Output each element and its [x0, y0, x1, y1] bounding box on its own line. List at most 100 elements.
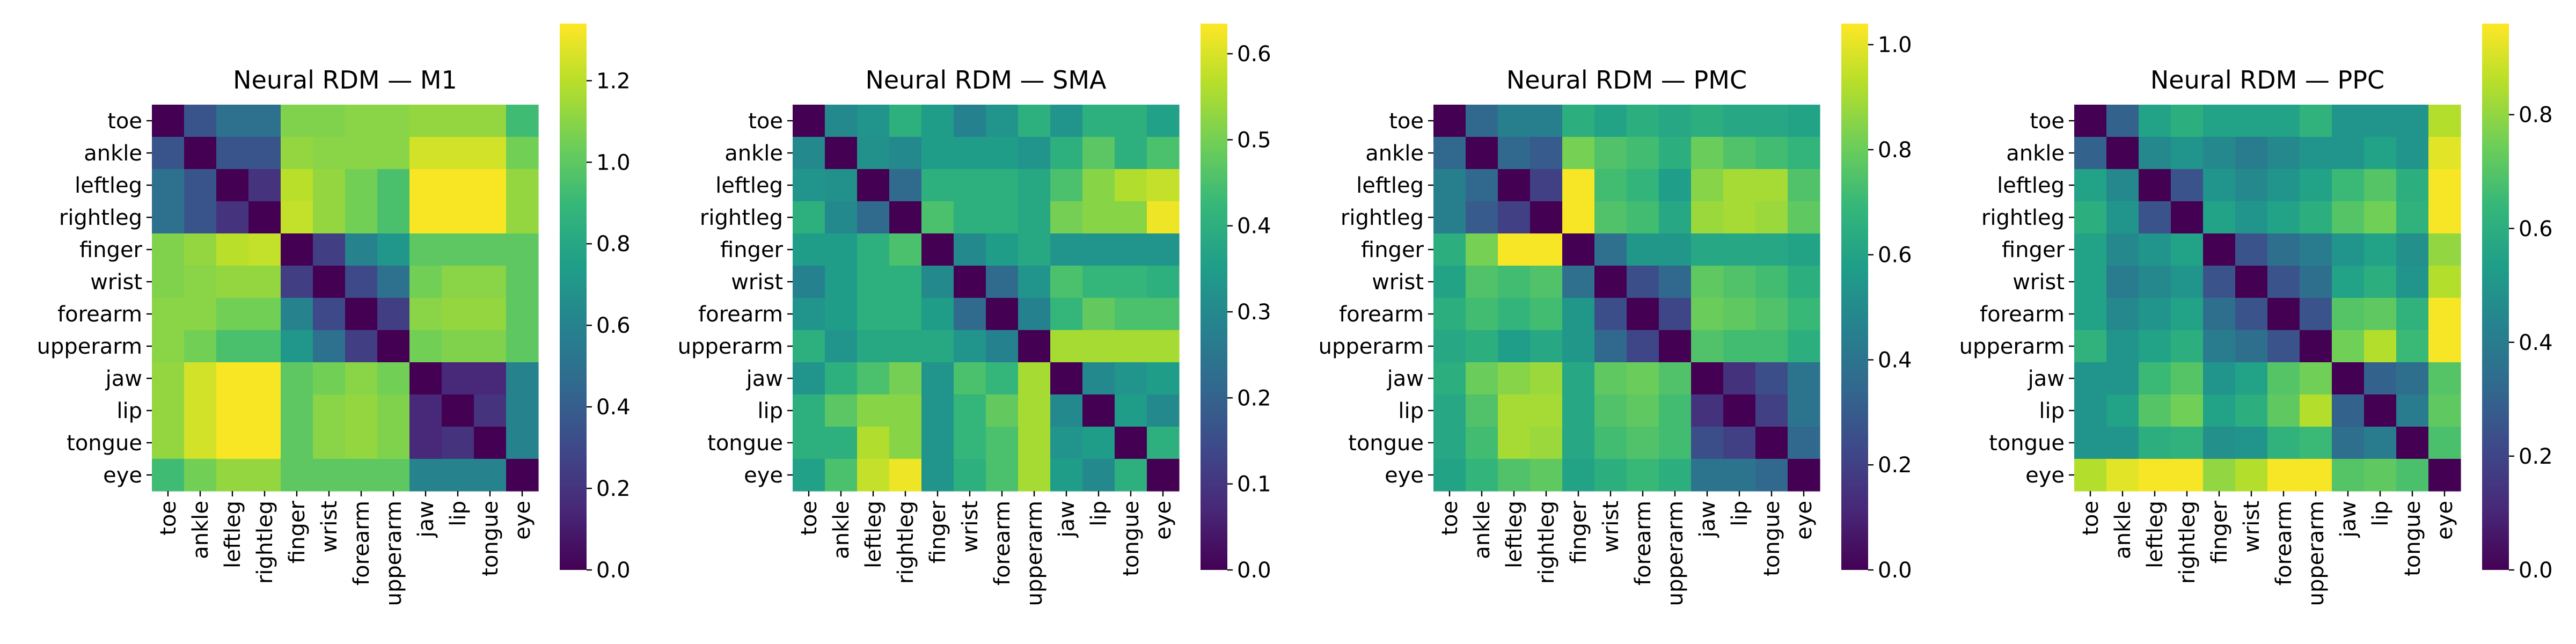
heatmap-cell [409, 362, 442, 395]
heatmap-cell [857, 201, 890, 234]
heatmap-cell [1498, 137, 1531, 170]
heatmap-cell [2171, 298, 2204, 331]
x-tick-label: upperarm [1663, 501, 1688, 606]
heatmap-cell [281, 266, 313, 298]
heatmap-cell [313, 459, 346, 492]
heatmap-cell [2332, 394, 2365, 427]
x-tick-label: forearm [990, 501, 1015, 586]
heatmap-cell [1466, 427, 1498, 459]
heatmap-cell [1562, 362, 1595, 395]
heatmap-cell [248, 362, 281, 395]
heatmap-cell [506, 298, 539, 331]
heatmap-cell [1562, 169, 1595, 202]
heatmap-cell [184, 266, 217, 298]
y-tick-label: leftleg [1997, 173, 2065, 198]
heatmap-cell [1530, 330, 1563, 363]
heatmap-cell [954, 233, 986, 266]
heatmap-cell [2396, 169, 2429, 202]
heatmap-cell [409, 330, 442, 363]
colorbar-tick-label: 0.2 [2519, 444, 2553, 469]
heatmap-cell [281, 459, 313, 492]
heatmap-cell [1530, 266, 1563, 298]
heatmap-cell [281, 105, 313, 137]
heatmap-cell [1788, 298, 1820, 331]
heatmap-cell [1594, 427, 1627, 459]
heatmap-cell [409, 298, 442, 331]
heatmap-cell [1018, 137, 1051, 170]
heatmap-cell [2332, 298, 2365, 331]
heatmap-cell [474, 394, 507, 427]
heatmap-cell [377, 459, 410, 492]
x-tick-label: toe [797, 501, 822, 536]
y-tick-label: ankle [2006, 141, 2065, 166]
y-tick-label: eye [103, 463, 142, 488]
heatmap-cell [474, 233, 507, 266]
y-tick-label: rightleg [700, 206, 783, 230]
heatmap-cell [2235, 427, 2268, 459]
heatmap-cell [377, 105, 410, 137]
heatmap-cell [184, 233, 217, 266]
heatmap-cell [1691, 298, 1724, 331]
heatmap-cell [1498, 427, 1531, 459]
y-tick-label: toe [1389, 109, 1424, 134]
heatmap-cell [248, 298, 281, 331]
heatmap-cell [889, 298, 922, 331]
heatmap-cell [1018, 266, 1051, 298]
heatmap-cell [2267, 201, 2300, 234]
heatmap-cell [281, 233, 313, 266]
heatmap-cell [313, 233, 346, 266]
heatmap-cell [2203, 330, 2236, 363]
heatmap-cell [1433, 394, 1466, 427]
heatmap-cell [2203, 266, 2236, 298]
heatmap-cell [506, 394, 539, 427]
heatmap-cell [1755, 201, 1788, 234]
heatmap-panel-4: Neural RDM — PPC toe ankle leftleg rightleg f… [1959, 24, 2553, 606]
heatmap-cell [1433, 459, 1466, 492]
heatmap-cell [2203, 362, 2236, 395]
heatmap-cell [216, 169, 249, 202]
x-tick-label: tongue [478, 501, 503, 576]
heatmap-cell [2106, 201, 2139, 234]
heatmap-cell [1723, 233, 1756, 266]
heatmap-cell [889, 459, 922, 492]
heatmap-cell [248, 427, 281, 459]
heatmap-cell [1498, 201, 1531, 234]
heatmap-cell [1594, 201, 1627, 234]
heatmap-cell [1627, 169, 1659, 202]
y-tick-label: toe [748, 109, 783, 134]
y-tick-label: ankle [84, 141, 142, 166]
heatmap-cell [1659, 266, 1692, 298]
heatmap-cell [409, 137, 442, 170]
heatmap-cell [2428, 298, 2461, 331]
heatmap-cell [2364, 298, 2397, 331]
heatmap-cell [2171, 394, 2204, 427]
x-tick-label: rightleg [1534, 501, 1559, 584]
heatmap-cell [2300, 362, 2332, 395]
heatmap-cell [2428, 169, 2461, 202]
heatmap-cell [2106, 362, 2139, 395]
heatmap-cell [2332, 169, 2365, 202]
x-tick-label: tongue [2401, 501, 2425, 576]
heatmap-cell [216, 137, 249, 170]
heatmap-cell [474, 105, 507, 137]
heatmap-cell [1018, 330, 1051, 363]
heatmap-cell [857, 105, 890, 137]
y-tick-label: forearm [698, 302, 783, 327]
heatmap-cell [1755, 362, 1788, 395]
heatmap-cell [2332, 137, 2365, 170]
heatmap-cell [1788, 362, 1820, 395]
heatmap-cell [1627, 394, 1659, 427]
heatmap-cell [2364, 330, 2397, 363]
heatmap-cell [345, 233, 378, 266]
heatmap-cell [1755, 137, 1788, 170]
heatmap-cell [1691, 137, 1724, 170]
colorbar-tick-label: 0.8 [1878, 138, 1912, 163]
heatmap-cell [2074, 362, 2107, 395]
colorbar [560, 24, 587, 570]
heatmap-cell [281, 137, 313, 170]
heatmap-cell [2332, 459, 2365, 492]
x-tick-label: rightleg [894, 501, 918, 584]
y-tick-label: tongue [707, 431, 783, 456]
colorbar-tick-label: 0.4 [2519, 331, 2553, 355]
